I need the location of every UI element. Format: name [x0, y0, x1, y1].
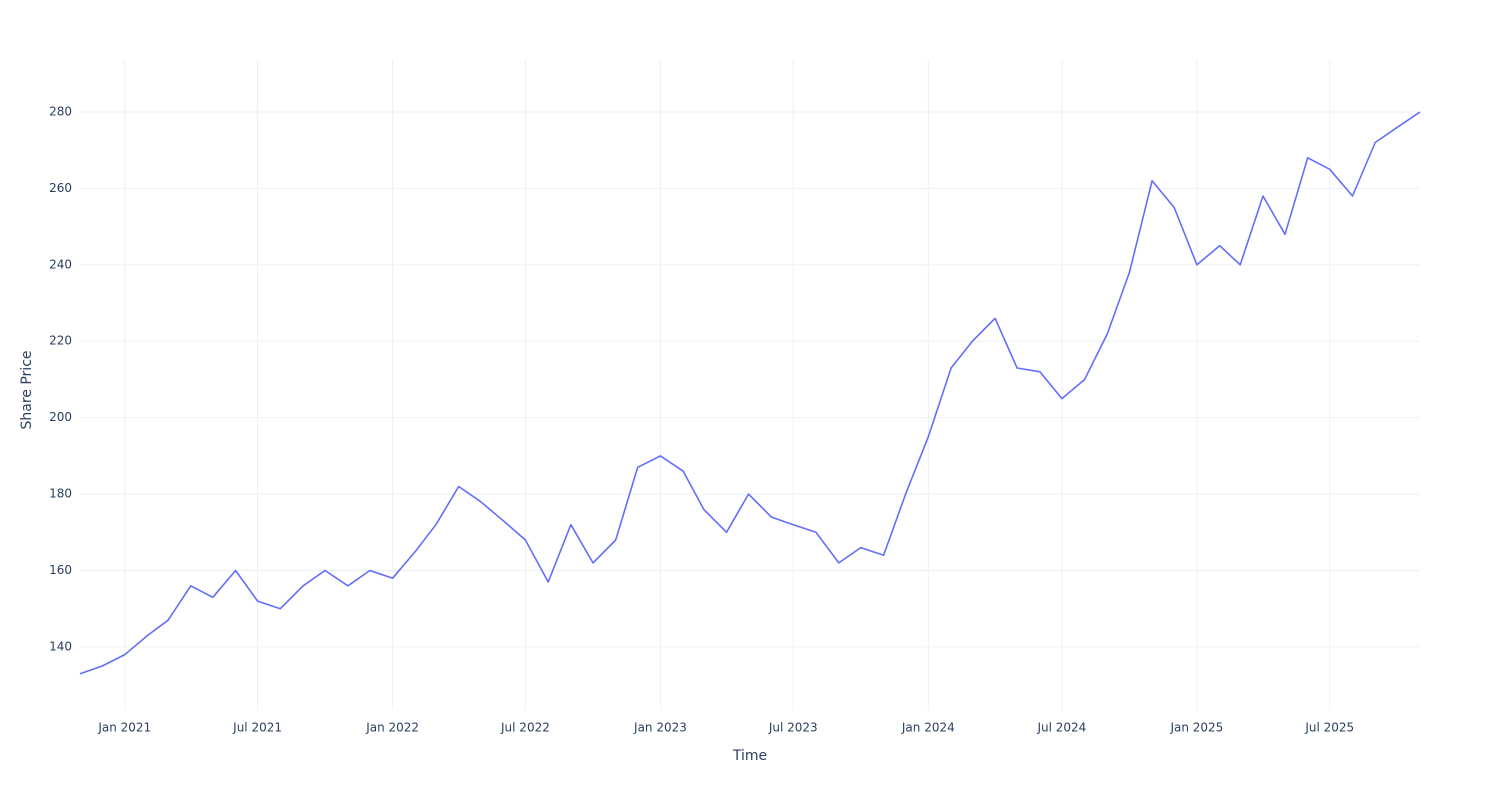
x-tick-label: Jan 2025: [1169, 721, 1223, 735]
x-tick-label: Jul 2021: [232, 721, 282, 735]
x-tick-label: Jan 2022: [365, 721, 419, 735]
y-tick-label: 200: [49, 410, 72, 424]
x-tick-label: Jul 2022: [500, 721, 550, 735]
y-tick-label: 280: [49, 104, 72, 118]
y-tick-label: 260: [49, 181, 72, 195]
y-tick-label: 160: [49, 563, 72, 577]
x-tick-label: Jan 2021: [97, 721, 151, 735]
y-tick-label: 140: [49, 639, 72, 653]
x-tick-label: Jan 2023: [633, 721, 687, 735]
x-tick-label: Jan 2024: [901, 721, 955, 735]
x-tick-label: Jul 2025: [1304, 721, 1354, 735]
y-axis-title: Share Price: [19, 350, 35, 429]
y-tick-label: 240: [49, 257, 72, 271]
x-tick-label: Jul 2024: [1036, 721, 1086, 735]
x-tick-label: Jul 2023: [768, 721, 818, 735]
y-tick-label: 220: [49, 334, 72, 348]
x-axis-title: Time: [732, 748, 767, 764]
y-tick-label: 180: [49, 487, 72, 501]
line: [79, 111, 1421, 675]
